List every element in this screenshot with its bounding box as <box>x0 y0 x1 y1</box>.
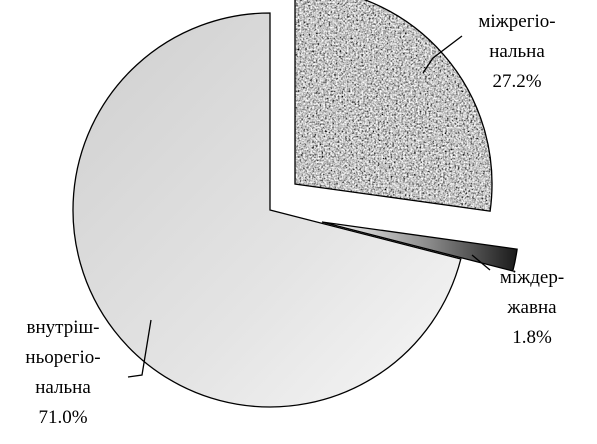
slice-name-line: міждер- <box>500 267 564 288</box>
slice-percent-label: 1.8% <box>512 327 552 348</box>
slice-percent-label: 71.0% <box>38 407 87 428</box>
slice-name-line: внутріш- <box>27 317 100 338</box>
slice-intraregional <box>72 12 462 408</box>
leader-line <box>471 254 491 271</box>
leader-line <box>422 35 463 74</box>
label-intraregional: внутріш-ньорегіо-нальна 71.0% <box>25 317 100 428</box>
slice-name-line: жавна <box>506 297 557 318</box>
slice-name-line: нальна <box>489 41 545 62</box>
slice-interstate <box>321 221 518 272</box>
slice-name-line: ньорегіо- <box>25 347 100 368</box>
slice-name-line: нальна <box>35 377 91 398</box>
slice-percent-label: 27.2% <box>492 71 541 92</box>
label-interstate: міждер-жавна 1.8% <box>500 267 564 348</box>
leader-line <box>127 319 152 378</box>
label-interregional: міжрегіо-нальна 27.2% <box>478 11 555 92</box>
slice-name-line: міжрегіо- <box>478 11 555 32</box>
